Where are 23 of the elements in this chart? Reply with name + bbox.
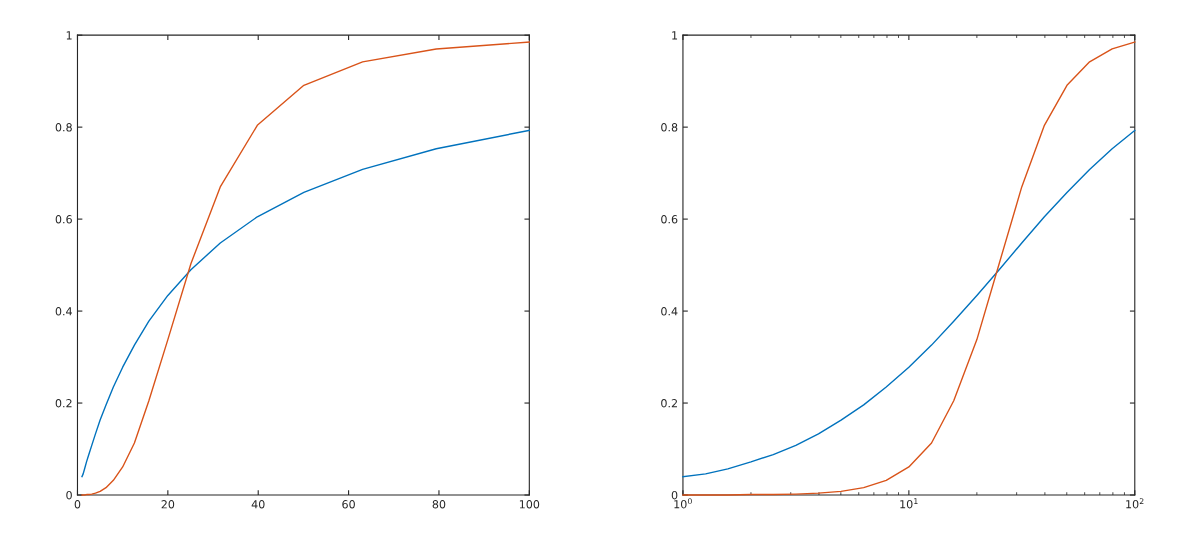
y-tick-label: 0.8 xyxy=(55,123,72,132)
y-tick-label: 1 xyxy=(672,31,678,40)
y-tick-label: 0 xyxy=(66,490,72,500)
x-tick-label: 80 xyxy=(432,500,446,509)
x-tick-label: 0 xyxy=(74,500,81,509)
line-series xyxy=(682,129,1136,478)
y-tick-label: 0.4 xyxy=(55,307,72,316)
x-tick-label: 10$^{2}$ xyxy=(1126,498,1144,509)
x-tick-label: 60 xyxy=(342,500,355,509)
x-tick-label: 100 xyxy=(519,500,540,509)
line-series xyxy=(81,41,531,496)
y-tick-label: 1 xyxy=(66,31,72,40)
y-tick-label: 0.2 xyxy=(661,399,677,408)
y-tick-label: 0.6 xyxy=(55,215,72,224)
y-tick-label: 0 xyxy=(671,490,678,500)
x-tick-label: 10$^{1}$ xyxy=(900,498,918,509)
y-tick-label: 0.8 xyxy=(661,123,678,132)
y-tick-label: 0.4 xyxy=(661,307,678,316)
y-tick-label: 0.2 xyxy=(55,399,72,408)
line-series xyxy=(81,129,531,478)
x-tick-label: 20 xyxy=(161,500,175,509)
y-tick-label: 0.6 xyxy=(661,215,678,224)
x-tick-label: 40 xyxy=(251,500,265,509)
